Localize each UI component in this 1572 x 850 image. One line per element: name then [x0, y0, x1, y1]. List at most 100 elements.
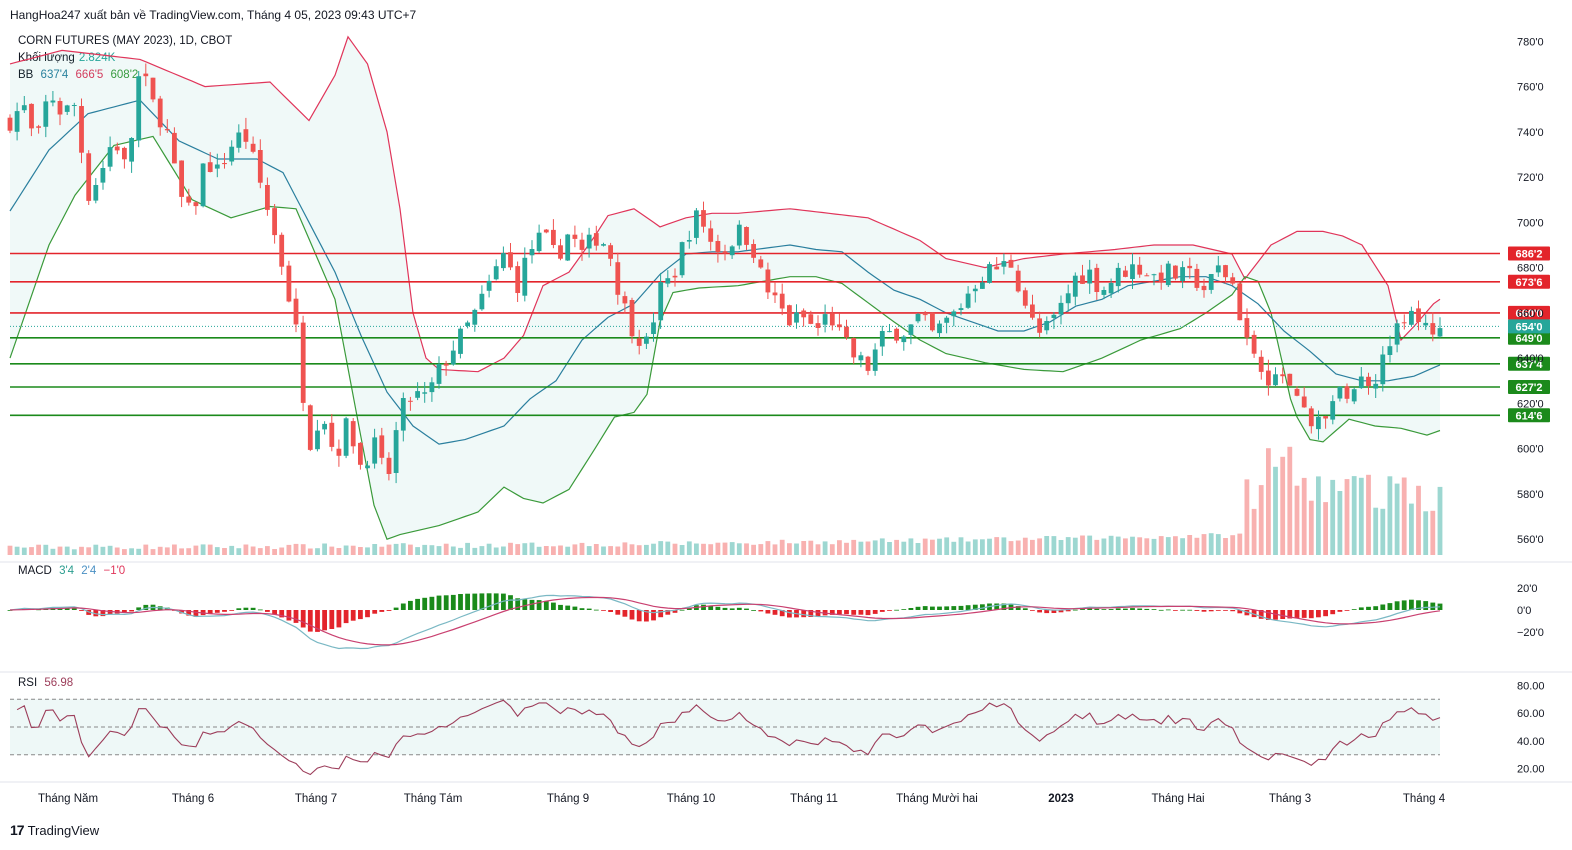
macd-histogram-bar — [229, 610, 235, 611]
volume-bar — [1330, 479, 1336, 555]
macd-histogram-bar — [286, 610, 292, 621]
macd-histogram-bar — [379, 610, 385, 612]
symbol-legend[interactable]: CORN FUTURES (MAY 2023), 1D, CBOT — [18, 35, 232, 47]
macd-histogram-bar — [615, 610, 621, 615]
candle — [250, 143, 256, 152]
bollinger-bands — [9, 35, 1441, 540]
volume-bar — [1001, 537, 1007, 555]
macd-histogram-bar — [329, 610, 335, 629]
candle — [315, 430, 320, 450]
candle — [386, 457, 392, 474]
volume-bar — [79, 546, 84, 555]
macd-histogram-bar — [1430, 602, 1436, 610]
candle — [1015, 270, 1021, 292]
candle — [1423, 322, 1429, 326]
volume-bar — [579, 542, 585, 555]
volume-bar — [536, 546, 542, 555]
volume-bar — [1180, 538, 1185, 555]
macd-histogram-bar — [207, 610, 213, 615]
rsi-axis-tick: 80.00 — [1517, 680, 1545, 692]
candle — [1030, 304, 1035, 318]
macd-histogram-bar — [708, 605, 714, 610]
volume-bar — [987, 538, 992, 555]
volume-bar — [1137, 537, 1143, 555]
macd-histogram-bar — [593, 609, 599, 611]
volume-bar — [593, 544, 599, 555]
resistance-label: 660'0 — [1515, 308, 1542, 320]
candle — [722, 251, 728, 254]
candle — [579, 239, 585, 250]
price-axis-tick: 740'0 — [1517, 127, 1544, 139]
volume-bar — [894, 539, 899, 555]
volume-bar — [572, 544, 578, 555]
macd-histogram-bar — [1158, 609, 1164, 611]
volume-bar — [808, 540, 814, 555]
volume-bar — [994, 537, 1000, 555]
time-axis-tick: 2023 — [1048, 793, 1074, 805]
volume-bar — [1308, 500, 1314, 555]
macd-histogram-bar — [551, 602, 556, 610]
candle — [79, 106, 84, 153]
macd-histogram-bar — [1137, 608, 1143, 610]
macd-histogram-bar — [1308, 610, 1314, 619]
macd-histogram-bar — [1022, 608, 1028, 610]
macd-signal-value: −1'0 — [103, 565, 126, 577]
volume-bar — [1266, 448, 1271, 555]
candle — [207, 162, 213, 172]
candle — [21, 105, 27, 111]
tradingview-logo[interactable]: 17 TradingView — [10, 822, 99, 838]
macd-histogram-bar — [565, 605, 571, 610]
volume-bar — [794, 543, 799, 555]
volume-bar — [1165, 537, 1171, 555]
volume-bar — [408, 544, 413, 555]
candle — [651, 322, 656, 334]
macd-histogram-bar — [372, 610, 378, 614]
macd-histogram-bar — [300, 610, 306, 628]
macd-histogram-bar — [529, 599, 535, 610]
volume-bar — [601, 546, 606, 555]
rsi-axis-tick: 20.00 — [1517, 764, 1545, 776]
macd-histogram-bar — [400, 603, 406, 610]
volume-bar — [1030, 539, 1035, 555]
candle — [879, 331, 885, 347]
macd-histogram-bar — [107, 610, 113, 615]
macd-histogram-bar — [851, 610, 857, 615]
macd-legend[interactable]: MACD 3'4 2'4 −1'0 — [18, 565, 125, 577]
macd-histogram-bar — [679, 609, 685, 611]
candle — [429, 382, 435, 393]
candle — [508, 252, 513, 268]
volume-legend[interactable]: Khối lượng2.824K — [18, 52, 115, 64]
volume-bar — [1015, 540, 1021, 555]
macd-histogram-bar — [1065, 610, 1071, 612]
macd-histogram-bar — [1373, 606, 1379, 610]
volume-bar — [658, 541, 664, 555]
price-axis-tick: 560'0 — [1517, 534, 1544, 546]
rsi-legend[interactable]: RSI 56.98 — [18, 677, 73, 689]
candle — [443, 363, 449, 366]
macd-histogram-bar — [1273, 610, 1278, 620]
volume-bar — [243, 544, 249, 555]
volume-bar — [701, 543, 706, 555]
macd-histogram-bar — [765, 610, 771, 614]
volume-bar — [887, 542, 892, 555]
candle — [937, 323, 942, 334]
candle — [57, 101, 63, 115]
macd-histogram-bar — [93, 610, 99, 617]
macd-histogram-bar — [472, 593, 478, 610]
bb-legend[interactable]: BB 637'4 666'5 608'2 — [18, 69, 138, 81]
time-axis-tick: Tháng 3 — [1269, 793, 1311, 805]
candle — [980, 282, 985, 289]
volume-bar — [501, 546, 506, 555]
candle — [50, 100, 56, 103]
volume-bar — [1394, 483, 1400, 555]
candle — [1087, 269, 1093, 284]
volume-bar — [858, 541, 864, 555]
candle — [143, 73, 149, 77]
macd-histogram-bar — [1330, 610, 1336, 615]
volume-bar — [608, 546, 613, 555]
support-label: 614'6 — [1515, 410, 1542, 422]
candle — [1165, 263, 1171, 286]
volume-bar — [350, 545, 356, 555]
candle — [193, 202, 199, 207]
